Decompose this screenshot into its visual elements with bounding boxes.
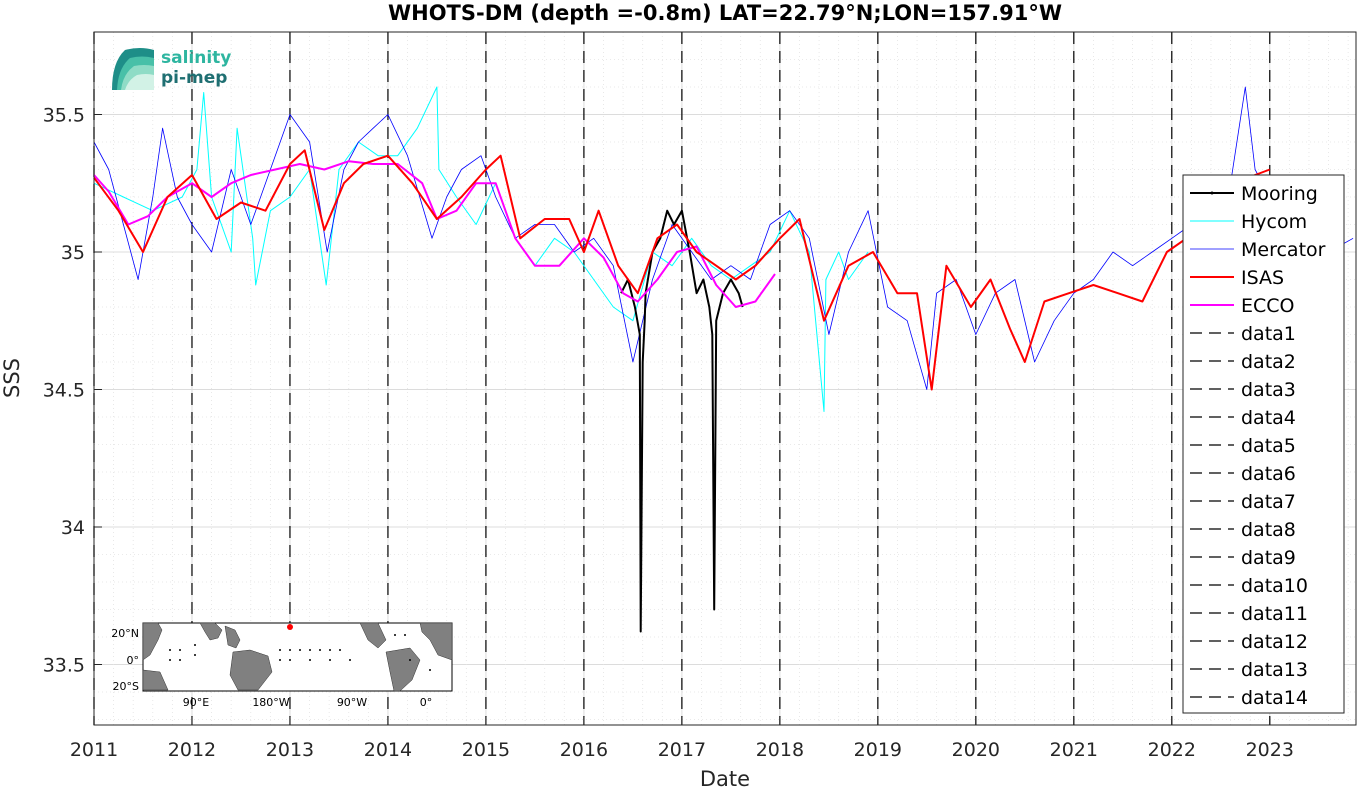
y-tick-label: 33.5 (43, 655, 85, 677)
x-tick-label: 2015 (462, 739, 510, 761)
y-tick-label: 35.5 (43, 105, 85, 127)
x-tick-label: 2013 (266, 739, 314, 761)
y-tick-label: 34 (61, 517, 85, 539)
legend-marker-mooring (1210, 191, 1214, 195)
x-tick-label: 2016 (560, 739, 608, 761)
legend-label-mercator: Mercator (1241, 239, 1326, 261)
station-marker (287, 624, 293, 630)
plot-area (93, 31, 1357, 726)
logo-line1: salinity (161, 48, 231, 68)
legend-label-data6: data6 (1241, 463, 1296, 485)
y-axis-ticks: 33.5 34 34.5 35 35.5 (43, 105, 102, 677)
x-tick-label: 2022 (1148, 739, 1196, 761)
x-axis-ticks: 2011 2012 2013 2014 2015 2016 2017 2018 2019 2020… (70, 717, 1294, 761)
x-tick-label: 2014 (364, 739, 412, 761)
legend-label-data8: data8 (1241, 519, 1296, 541)
series-isas (93, 149, 1271, 391)
legend-label-mooring: Mooring (1241, 183, 1318, 205)
series-ecco (93, 160, 776, 308)
plot-frame (93, 31, 1357, 726)
inset-lon-180w: 180°W (252, 696, 289, 709)
x-tick-label: 2017 (658, 739, 706, 761)
inset-lon-90w: 90°W (337, 696, 367, 709)
legend-label-isas: ISAS (1241, 267, 1284, 289)
legend-label-data5: data5 (1241, 435, 1296, 457)
x-tick-label: 2011 (70, 739, 118, 761)
legend-label-data4: data4 (1241, 407, 1296, 429)
legend-label-hycom: Hycom (1241, 211, 1307, 233)
x-axis-label: Date (700, 767, 750, 790)
y-tick-label: 35 (61, 242, 85, 264)
legend-items: Mooring Hycom Mercator ISAS ECCO data1 data2 da… (1190, 183, 1326, 709)
legend-label-data10: data10 (1241, 575, 1308, 597)
inset-land (142, 622, 453, 692)
inset-lat-20s: 20°S (113, 680, 139, 693)
x-tick-label: 2019 (854, 739, 902, 761)
x-tick-label: 2020 (952, 739, 1000, 761)
x-tick-label: 2018 (756, 739, 804, 761)
logo-icon (112, 48, 154, 90)
legend-label-data9: data9 (1241, 547, 1296, 569)
inset-lon-90e: 90°E (183, 696, 209, 709)
y-tick-label: 34.5 (43, 380, 85, 402)
series-lines (93, 86, 1354, 633)
inset-map: 20°N 0° 20°S 90°E 180°W 90°W 0° (111, 622, 453, 709)
y-axis-label: SSS (0, 358, 24, 398)
inset-lon-0: 0° (420, 696, 433, 709)
legend-label-data7: data7 (1241, 491, 1296, 513)
x-tick-label: 2023 (1246, 739, 1294, 761)
legend-label-data3: data3 (1241, 379, 1296, 401)
inset-lat-0: 0° (127, 654, 140, 667)
legend-label-data12: data12 (1241, 631, 1308, 653)
x-tick-label: 2021 (1050, 739, 1098, 761)
legend-label-data13: data13 (1241, 659, 1308, 681)
x-tick-label: 2012 (168, 739, 216, 761)
series-mercator (93, 86, 1354, 390)
legend-label-data11: data11 (1241, 603, 1308, 625)
salinity-pimep-logo: salinity pi-mep (112, 48, 231, 90)
inset-station-dots (169, 634, 431, 671)
series-mooring (620, 209, 744, 633)
logo-line2: pi-mep (161, 68, 227, 88)
inset-lat-20n: 20°N (111, 627, 139, 640)
legend: Mooring Hycom Mercator ISAS ECCO data1 data2 da… (1182, 174, 1345, 714)
legend-label-data2: data2 (1241, 351, 1296, 373)
legend-label-ecco: ECCO (1241, 295, 1295, 317)
chart-title: WHOTS-DM (depth =-0.8m) LAT=22.79°N;LON=… (388, 1, 1062, 25)
legend-label-data1: data1 (1241, 323, 1296, 345)
legend-label-data14: data14 (1241, 687, 1308, 709)
